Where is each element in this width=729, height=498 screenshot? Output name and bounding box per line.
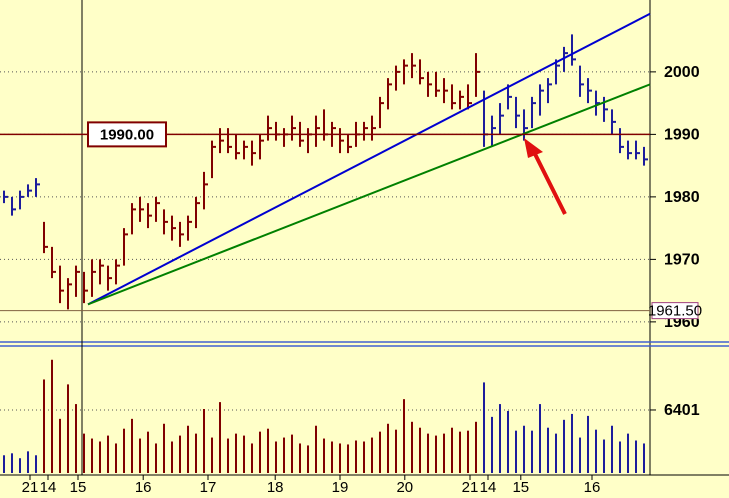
y-tick-label: 1990 — [664, 127, 700, 144]
x-tick-label: 14 — [40, 479, 57, 496]
arrow-shaft — [532, 151, 567, 215]
y-tick-label: 1980 — [664, 189, 700, 206]
arrow — [524, 138, 567, 215]
x-tick-label: 15 — [512, 479, 529, 496]
last-price-box — [651, 302, 699, 320]
x-tick-label: 14 — [480, 479, 497, 496]
level-label: 1990.00 — [100, 126, 154, 143]
y-tick-label: 2000 — [664, 64, 700, 81]
x-tick-label: 21 — [462, 479, 479, 496]
x-tick-label: 16 — [584, 479, 601, 496]
x-tick-label: 17 — [200, 479, 217, 496]
x-tick-label: 15 — [70, 479, 87, 496]
y-tick-label: 6401 — [664, 402, 700, 419]
y-tick-label: 1970 — [664, 252, 700, 269]
arrow-head — [524, 138, 543, 158]
x-tick-label: 18 — [267, 479, 284, 496]
trend-line — [87, 83, 651, 306]
x-tick-label: 21 — [22, 479, 39, 496]
x-tick-label: 16 — [135, 479, 152, 496]
last-price-label: 1961.50 — [648, 303, 702, 320]
trend-line — [87, 12, 651, 306]
x-tick-label: 20 — [396, 479, 413, 496]
level-label-box — [87, 121, 167, 148]
x-tick-label: 19 — [332, 479, 349, 496]
